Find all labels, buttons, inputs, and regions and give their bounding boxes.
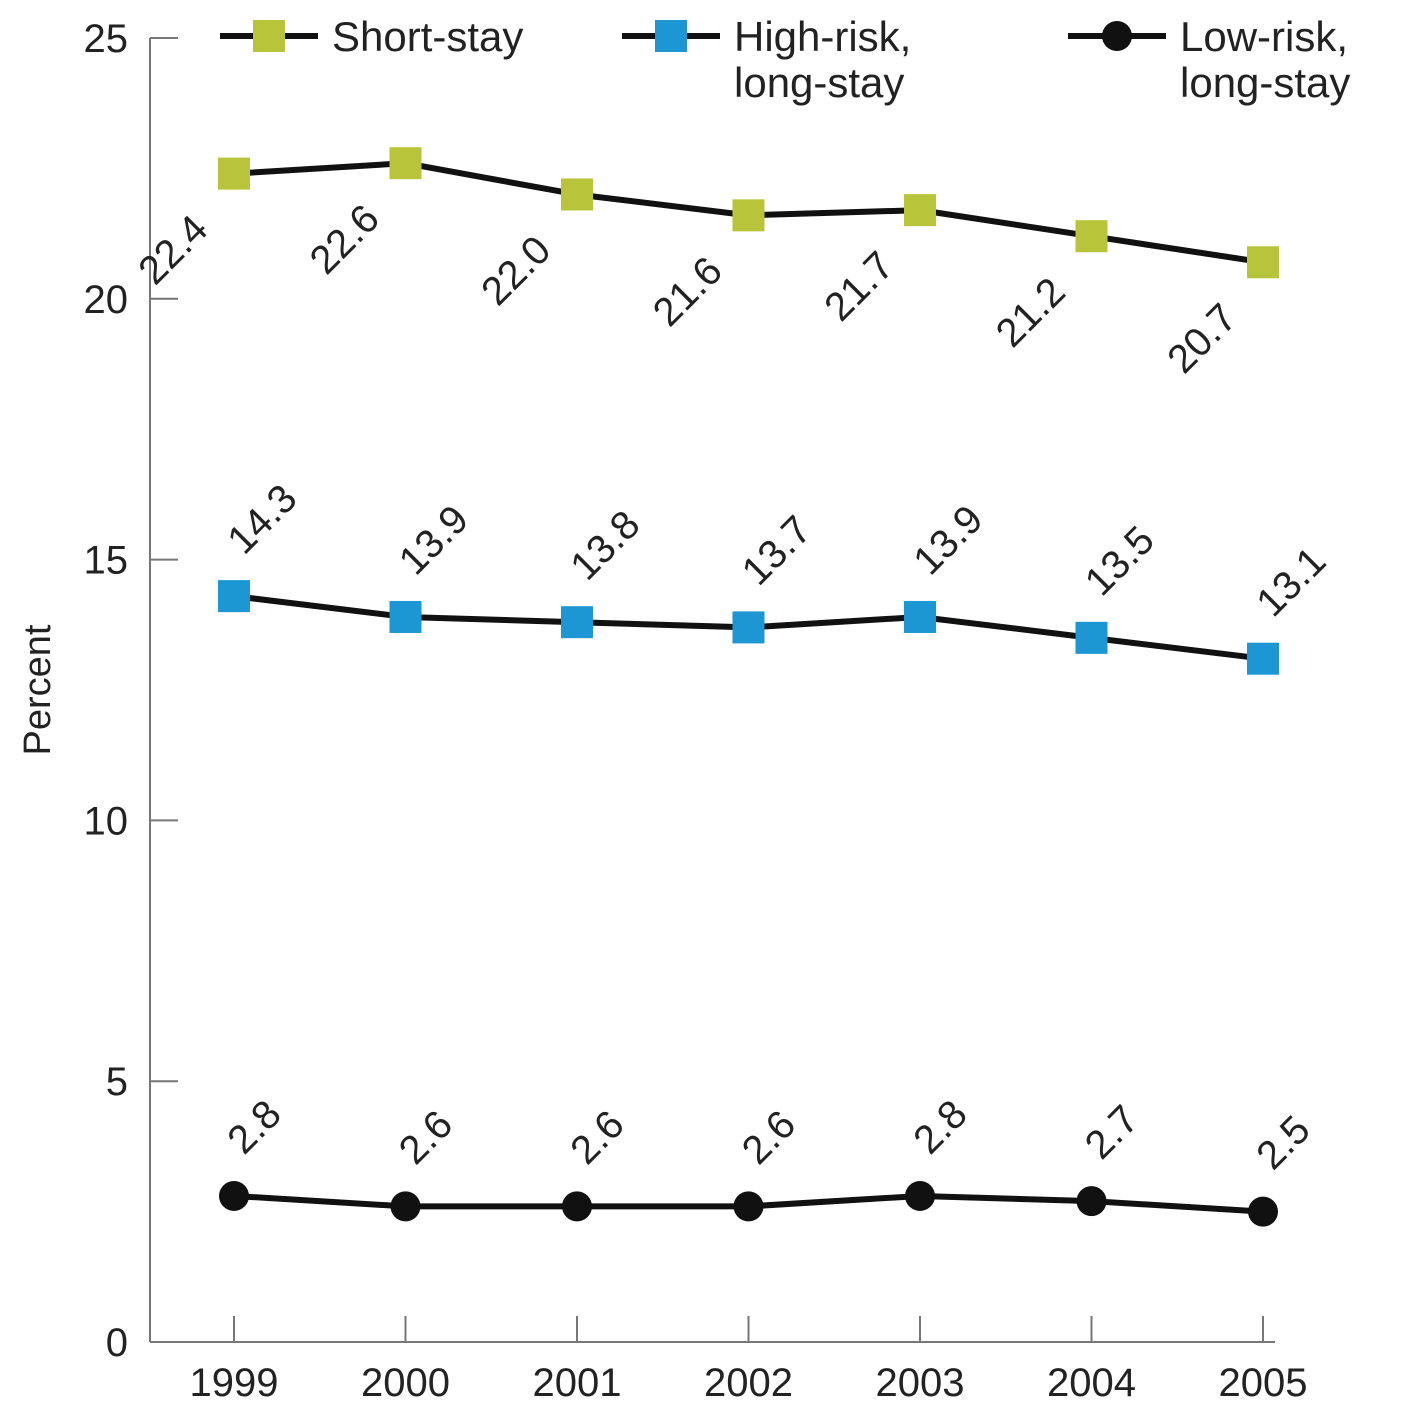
data-label-short-stay-1999: 22.4: [130, 207, 216, 293]
y-tick-label-0: 0: [106, 1321, 128, 1365]
x-tick-label-2005: 2005: [1219, 1361, 1308, 1405]
data-label-low-risk-long-stay-2003: 2.8: [905, 1092, 975, 1162]
y-tick-label-15: 15: [84, 539, 129, 583]
x-tick-label-2003: 2003: [876, 1361, 965, 1405]
data-label-high-risk-long-stay-2002: 13.7: [734, 508, 820, 594]
data-label-high-risk-long-stay-2004: 13.5: [1077, 518, 1163, 604]
data-point-high-risk-long-stay-2003: [904, 600, 936, 633]
data-point-high-risk-long-stay-2004: [1075, 621, 1108, 654]
data-point-low-risk-long-stay-2001: [562, 1191, 592, 1222]
data-point-low-risk-long-stay-2002: [733, 1191, 764, 1222]
data-point-low-risk-long-stay-2000: [390, 1191, 421, 1222]
data-point-low-risk-long-stay-2004: [1076, 1186, 1107, 1217]
data-label-short-stay-2004: 21.2: [988, 269, 1074, 355]
data-label-short-stay-2002: 21.6: [645, 249, 731, 335]
x-tick-label-2002: 2002: [704, 1361, 793, 1405]
data-point-short-stay-2005: [1247, 246, 1279, 279]
data-label-short-stay-2001: 22.0: [473, 228, 559, 314]
data-label-short-stay-2003: 21.7: [816, 243, 902, 329]
data-label-low-risk-long-stay-2005: 2.5: [1248, 1108, 1318, 1178]
y-tick-label-25: 25: [84, 17, 129, 61]
data-point-short-stay-2000: [389, 147, 422, 180]
data-point-high-risk-long-stay-2005: [1247, 642, 1279, 675]
data-point-high-risk-long-stay-1999: [218, 580, 250, 613]
legend-label-line: long-stay: [734, 59, 904, 106]
data-point-high-risk-long-stay-2000: [389, 600, 422, 633]
legend-marker-short-stay: [253, 20, 285, 52]
data-label-low-risk-long-stay-1999: 2.8: [219, 1092, 289, 1162]
x-tick-label-1999: 1999: [190, 1361, 279, 1405]
legend-label-line: Short-stay: [332, 13, 523, 60]
data-label-short-stay-2000: 22.6: [302, 196, 388, 282]
x-tick-label-2000: 2000: [361, 1361, 450, 1405]
data-point-low-risk-long-stay-2005: [1248, 1196, 1278, 1227]
data-label-short-stay-2005: 20.7: [1159, 296, 1245, 382]
data-label-low-risk-long-stay-2002: 2.6: [734, 1102, 804, 1172]
y-axis-title: Percent: [17, 624, 59, 755]
legend-label-line: Low-risk,: [1180, 13, 1348, 60]
data-point-short-stay-2003: [904, 194, 936, 227]
data-label-high-risk-long-stay-2005: 13.1: [1248, 539, 1334, 625]
legend-marker-low-risk-long-stay: [1102, 21, 1132, 51]
data-label-low-risk-long-stay-2004: 2.7: [1077, 1097, 1147, 1167]
data-label-high-risk-long-stay-1999: 14.3: [219, 476, 305, 562]
data-point-low-risk-long-stay-1999: [219, 1180, 249, 1211]
legend-marker-high-risk-long-stay: [655, 20, 687, 52]
data-point-short-stay-2001: [561, 178, 593, 211]
data-label-high-risk-long-stay-2000: 13.9: [391, 497, 477, 583]
data-point-short-stay-2004: [1075, 220, 1108, 253]
y-tick-label-20: 20: [84, 278, 129, 322]
y-tick-label-10: 10: [84, 799, 129, 843]
legend-label-line: long-stay: [1180, 59, 1350, 106]
data-label-low-risk-long-stay-2001: 2.6: [562, 1102, 632, 1172]
legend-label-low-risk-long-stay: Low-risk, long-stay: [1180, 13, 1350, 106]
legend-label-high-risk-long-stay: High-risk, long-stay: [734, 13, 911, 106]
data-point-short-stay-2002: [732, 199, 765, 232]
x-tick-label-2004: 2004: [1047, 1361, 1136, 1405]
y-tick-label-5: 5: [106, 1060, 128, 1104]
legend-label-short-stay: Short-stay: [332, 13, 523, 60]
data-point-low-risk-long-stay-2003: [905, 1180, 935, 1211]
data-label-low-risk-long-stay-2000: 2.6: [391, 1102, 461, 1172]
data-point-high-risk-long-stay-2002: [732, 611, 765, 644]
data-point-high-risk-long-stay-2001: [561, 606, 593, 639]
legend-label-line: High-risk,: [734, 13, 911, 60]
data-label-high-risk-long-stay-2001: 13.8: [562, 502, 648, 588]
data-point-short-stay-1999: [218, 157, 250, 190]
data-label-high-risk-long-stay-2003: 13.9: [905, 497, 991, 583]
x-tick-label-2001: 2001: [533, 1361, 622, 1405]
